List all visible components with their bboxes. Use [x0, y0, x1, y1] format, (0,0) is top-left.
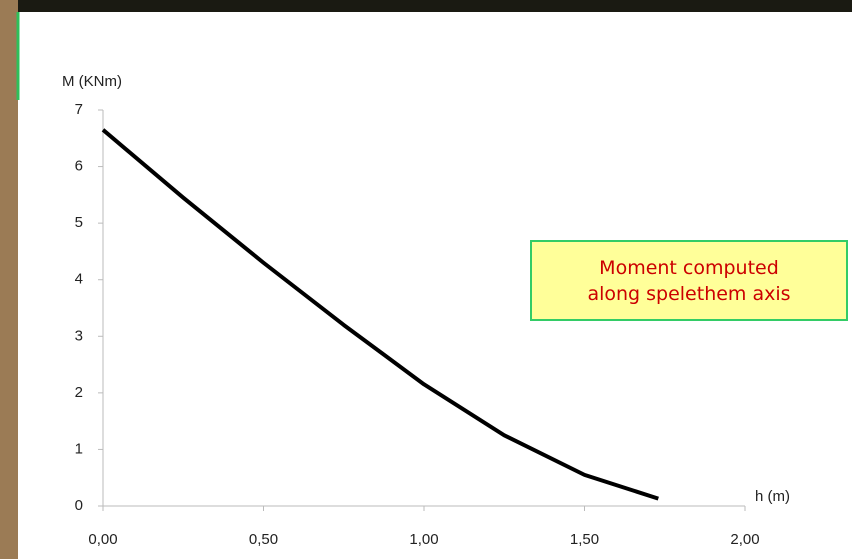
x-tick-label: 1,50 [570, 531, 599, 548]
y-tick-label: 2 [75, 384, 83, 401]
x-tick-label: 0,50 [249, 531, 278, 548]
annotation-line: Moment computed [599, 256, 779, 279]
annotation-box: Moment computed along spelethem axis [530, 240, 848, 321]
y-tick-label: 5 [75, 214, 83, 231]
annotation-line: along spelethem axis [587, 282, 791, 305]
line [101, 128, 659, 501]
x-tick-label: 1,00 [409, 531, 438, 548]
y-tick-label: 6 [75, 158, 83, 175]
y-tick-label: 7 [75, 101, 83, 118]
y-tick-label: 4 [75, 271, 83, 288]
y-tick-label: 1 [75, 440, 83, 457]
y-axis-label: M (KNm) [62, 73, 122, 90]
top-band [0, 0, 852, 12]
x-axis-label: h (m) [755, 488, 790, 505]
y-tick-label: 3 [75, 327, 83, 344]
x-tick-label: 2,00 [730, 531, 759, 548]
y-tick-label: 0 [75, 497, 83, 514]
rock-edge [0, 0, 18, 559]
x-tick-label: 0,00 [88, 531, 117, 548]
